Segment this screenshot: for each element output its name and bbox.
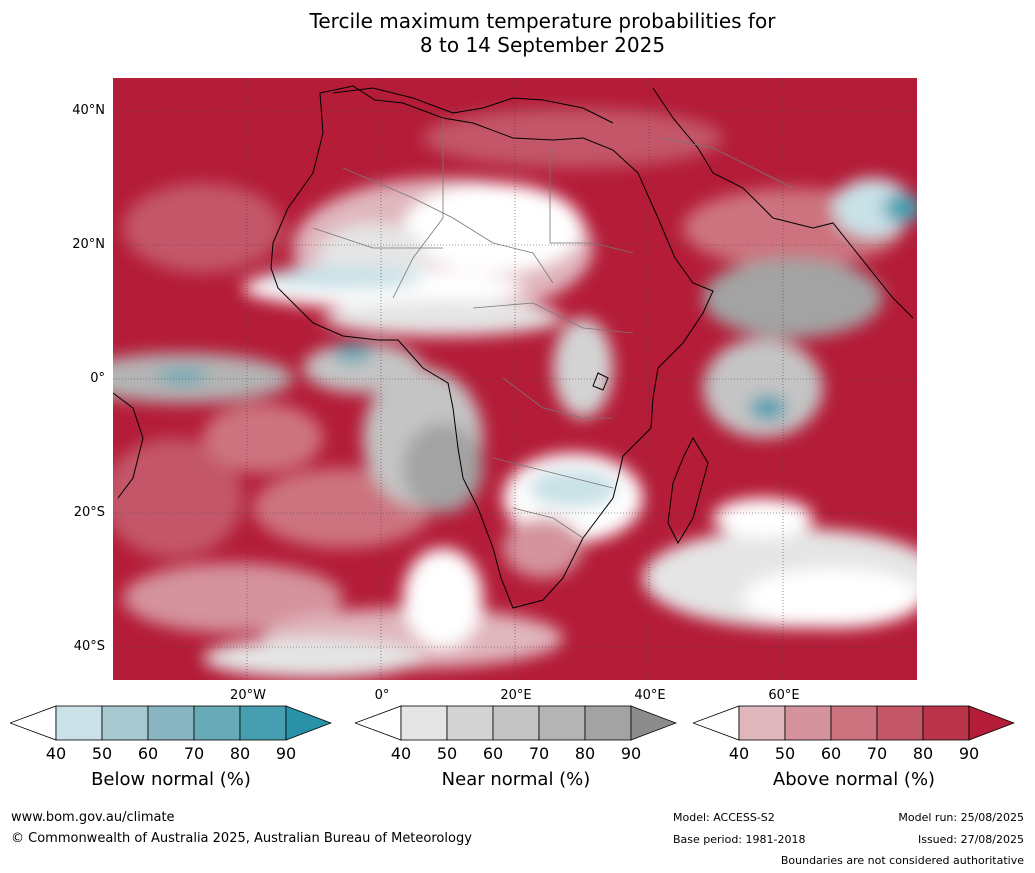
colorbar-near-seg-3 — [492, 705, 540, 741]
below-tick-60: 60 — [137, 744, 159, 763]
lat-label-20s: 20°S — [73, 505, 105, 520]
footer-url[interactable]: www.bom.gov.au/climate — [11, 810, 175, 825]
colorbar-above — [693, 705, 1015, 741]
below-normal-title: Below normal (%) — [91, 769, 251, 790]
footer-base-period: Base period: 1981-2018 — [673, 833, 806, 846]
colorbar-near-seg-5 — [584, 705, 632, 741]
title-line-1: Tercile maximum temperature probabilitie… — [309, 9, 776, 33]
lat-label-20n: 20°N — [72, 237, 105, 252]
colorbar-below-under — [10, 705, 57, 741]
above-tick-90: 90 — [958, 744, 980, 763]
near-tick-60: 60 — [482, 744, 504, 763]
above-tick-60: 60 — [820, 744, 842, 763]
below-tick-40: 40 — [45, 744, 67, 763]
colorbar-near-over — [630, 705, 677, 741]
below-tick-80: 80 — [229, 744, 251, 763]
above-tick-50: 50 — [774, 744, 796, 763]
above-normal-title: Above normal (%) — [772, 769, 936, 790]
colorbar-near-under — [355, 705, 402, 741]
colorbar-near-seg-2 — [446, 705, 494, 741]
below-tick-90: 90 — [275, 744, 297, 763]
near-tick-80: 80 — [574, 744, 596, 763]
colorbar-near-seg-4 — [538, 705, 586, 741]
lat-label-0: 0° — [90, 371, 105, 386]
colorbar-below-over — [285, 705, 332, 741]
lon-label-20w: 20°W — [230, 688, 266, 703]
colorbar-below-seg-1 — [55, 705, 103, 741]
graticule — [113, 78, 917, 680]
near-tick-50: 50 — [436, 744, 458, 763]
colorbar-above-seg-1 — [738, 705, 786, 741]
colorbar-below-seg-3 — [147, 705, 195, 741]
near-tick-70: 70 — [528, 744, 550, 763]
colorbar-above-seg-2 — [784, 705, 832, 741]
colorbar-below-seg-5 — [239, 705, 287, 741]
below-tick-70: 70 — [183, 744, 205, 763]
chart-title: Tercile maximum temperature probabilitie… — [0, 9, 1035, 57]
lat-label-40s: 40°S — [73, 639, 105, 654]
colorbar-near — [355, 705, 677, 741]
footer-model: Model: ACCESS-S2 — [673, 811, 775, 824]
map-canvas — [113, 78, 917, 680]
above-tick-80: 80 — [912, 744, 934, 763]
lon-label-20e: 20°E — [500, 688, 532, 703]
footer-disclaimer: Boundaries are not considered authoritat… — [780, 854, 1024, 867]
colorbar-above-seg-5 — [922, 705, 970, 741]
near-normal-title: Near normal (%) — [441, 769, 591, 790]
colorbar-below-seg-2 — [101, 705, 149, 741]
colorbar-above-seg-4 — [876, 705, 924, 741]
below-tick-50: 50 — [91, 744, 113, 763]
lat-label-40n: 40°N — [72, 103, 105, 118]
colorbar-above-under — [693, 705, 740, 741]
above-tick-40: 40 — [728, 744, 750, 763]
colorbar-below-seg-4 — [193, 705, 241, 741]
above-tick-70: 70 — [866, 744, 888, 763]
near-tick-90: 90 — [620, 744, 642, 763]
footer-copyright: © Commonwealth of Australia 2025, Austra… — [11, 831, 472, 846]
colorbar-above-seg-3 — [830, 705, 878, 741]
footer-issued: Issued: 27/08/2025 — [917, 833, 1024, 846]
near-tick-40: 40 — [390, 744, 412, 763]
footer-model-run: Model run: 25/08/2025 — [898, 811, 1024, 824]
lon-label-0: 0° — [374, 688, 390, 703]
lon-label-60e: 60°E — [768, 688, 800, 703]
colorbar-below — [10, 705, 332, 741]
colorbar-near-seg-1 — [400, 705, 448, 741]
country-borders — [312, 118, 794, 539]
colorbar-above-over — [968, 705, 1015, 741]
probability-map — [113, 78, 917, 680]
title-line-2: 8 to 14 September 2025 — [419, 33, 666, 57]
lon-label-40e: 40°E — [634, 688, 666, 703]
probability-fields — [113, 108, 917, 678]
